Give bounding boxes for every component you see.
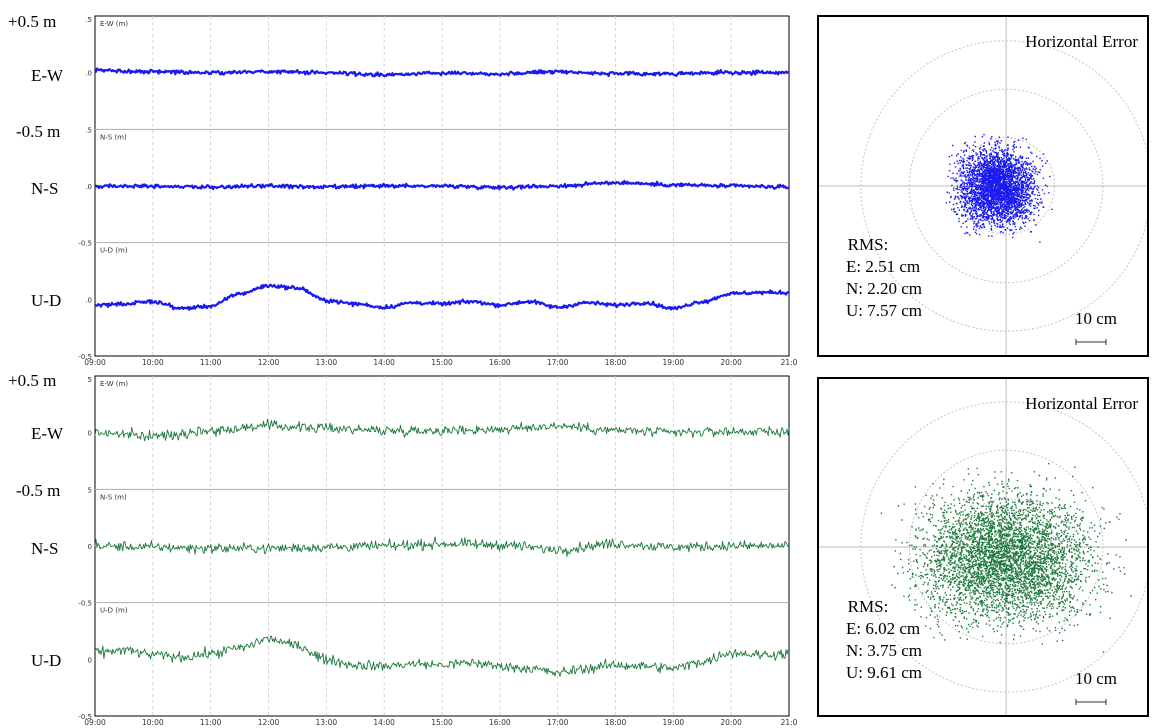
error-title: Horizontal Error bbox=[1025, 394, 1138, 413]
y-tick-label: -0.5 bbox=[78, 240, 92, 248]
x-tick-label: 18:00 bbox=[605, 358, 627, 367]
range-ring bbox=[908, 88, 1104, 284]
x-tick-label: 20:00 bbox=[720, 358, 742, 367]
x-tick-label: 21:0 bbox=[781, 358, 798, 367]
panel-title: N-S (m) bbox=[100, 493, 127, 501]
y-tick-label: .0 bbox=[85, 183, 92, 191]
y-tick-label: 0 bbox=[88, 656, 92, 664]
panel-title: U-D (m) bbox=[100, 607, 128, 615]
x-tick-label: 14:00 bbox=[373, 358, 395, 367]
rms-value: U: 7.57 cm bbox=[846, 301, 922, 320]
y-tick-label: -0.5 bbox=[78, 353, 92, 361]
panel-title: U-D (m) bbox=[100, 247, 128, 255]
scatter-points bbox=[945, 134, 1053, 243]
panel-title: E-W (m) bbox=[100, 20, 128, 28]
x-tick-label: 15:00 bbox=[431, 718, 453, 727]
series-line-e-w bbox=[94, 418, 790, 442]
y-tick-label: 0 bbox=[88, 543, 92, 551]
bottom-ew-label: E-W bbox=[31, 424, 64, 443]
x-tick-label: 11:00 bbox=[200, 358, 222, 367]
rms-value: N: 3.75 cm bbox=[846, 641, 922, 660]
series-line-n-s bbox=[94, 179, 790, 191]
series-line-n-s bbox=[94, 536, 790, 558]
rms-value: E: 2.51 cm bbox=[846, 257, 920, 276]
panel-title: E-W (m) bbox=[100, 380, 128, 388]
rms-heading: RMS: bbox=[848, 235, 889, 254]
rms-value: U: 9.61 cm bbox=[846, 663, 922, 682]
y-tick-label: -0.5 bbox=[78, 600, 92, 608]
top-ns-label: N-S bbox=[31, 179, 58, 198]
rms-heading: RMS: bbox=[848, 597, 889, 616]
x-tick-label: 17:00 bbox=[547, 358, 569, 367]
top-plus-label: +0.5 m bbox=[8, 12, 56, 31]
series-line-e-w bbox=[93, 67, 790, 78]
x-tick-label: 10:00 bbox=[142, 718, 164, 727]
range-ring bbox=[957, 137, 1055, 235]
x-tick-label: 09:00 bbox=[84, 358, 106, 367]
y-tick-label: 5 bbox=[88, 486, 92, 494]
x-tick-label: 20:00 bbox=[720, 718, 742, 727]
x-tick-label: 17:00 bbox=[547, 718, 569, 727]
x-tick-label: 21:0 bbox=[781, 718, 798, 727]
error-plot-area bbox=[819, 17, 1147, 355]
y-tick-label: .0 bbox=[85, 70, 92, 78]
panel-title: N-S (m) bbox=[100, 133, 127, 141]
time-series-bottom: 09:00 10:00 11:00 12:00 13:00 14:00 15:00 16:00… bbox=[78, 375, 798, 727]
scale-label: 10 cm bbox=[1075, 669, 1117, 688]
x-tick-label: 18:00 bbox=[605, 718, 627, 727]
x-tick-label: 16:00 bbox=[489, 718, 511, 727]
horizontal-error-bottom: Horizontal Error RMS: E: 6.02 cm N: 3.75 cm… bbox=[817, 377, 1149, 717]
time-series-top: 09:00 10:00 11:00 12:00 13:00 14:00 15:00 16:00… bbox=[78, 15, 798, 367]
horizontal-error-top: Horizontal Error RMS: E: 2.51 cm N: 2.20 cm… bbox=[817, 15, 1149, 357]
rms-value: N: 2.20 cm bbox=[846, 279, 922, 298]
x-tick-label: 11:00 bbox=[200, 718, 222, 727]
top-ew-label: E-W bbox=[31, 66, 64, 85]
bottom-ud-label: U-D bbox=[31, 651, 61, 670]
rms-value: E: 6.02 cm bbox=[846, 619, 920, 638]
scale-label: 10 cm bbox=[1075, 309, 1117, 328]
x-tick-label: 12:00 bbox=[258, 718, 280, 727]
bottom-minus-label: -0.5 m bbox=[16, 481, 60, 500]
x-tick-label: 12:00 bbox=[258, 358, 280, 367]
x-tick-label: 15:00 bbox=[431, 358, 453, 367]
y-tick-label: 5 bbox=[88, 376, 92, 384]
error-plot-area bbox=[819, 379, 1147, 715]
top-outer-labels: +0.5 m E-W -0.5 m N-S U-D bbox=[8, 12, 64, 310]
range-ring bbox=[908, 449, 1104, 645]
bottom-outer-labels: +0.5 m E-W -0.5 m N-S U-D bbox=[8, 371, 64, 670]
series-line-u-d bbox=[94, 635, 790, 677]
bottom-plus-label: +0.5 m bbox=[8, 371, 56, 390]
top-ud-label: U-D bbox=[31, 291, 61, 310]
top-minus-label: -0.5 m bbox=[16, 122, 60, 141]
x-tick-label: 19:00 bbox=[663, 358, 685, 367]
x-tick-label: 14:00 bbox=[373, 718, 395, 727]
y-tick-label: .0 bbox=[85, 296, 92, 304]
bottom-ns-label: N-S bbox=[31, 539, 58, 558]
error-title: Horizontal Error bbox=[1025, 32, 1138, 51]
range-ring bbox=[957, 498, 1055, 596]
x-tick-label: 10:00 bbox=[142, 358, 164, 367]
x-tick-label: 19:00 bbox=[663, 718, 685, 727]
y-tick-label: -0.5 bbox=[78, 713, 92, 721]
y-tick-label: .5 bbox=[85, 16, 92, 24]
x-tick-label: 13:00 bbox=[316, 718, 338, 727]
x-tick-label: 13:00 bbox=[316, 358, 338, 367]
y-tick-label: 0 bbox=[88, 430, 92, 438]
series-line-u-d bbox=[94, 283, 790, 311]
x-tick-label: 09:00 bbox=[84, 718, 106, 727]
y-tick-label: .5 bbox=[85, 126, 92, 134]
x-tick-label: 16:00 bbox=[489, 358, 511, 367]
